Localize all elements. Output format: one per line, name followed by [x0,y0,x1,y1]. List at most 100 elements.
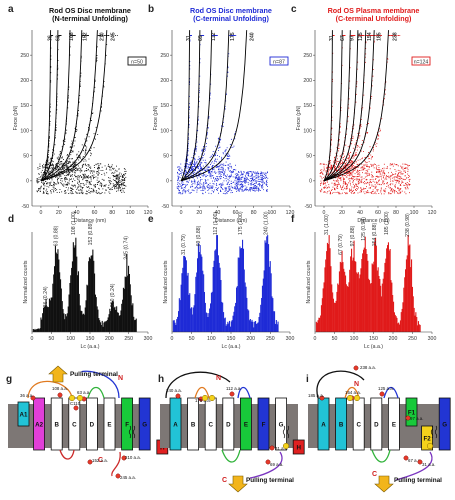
histogram-bar [71,267,73,332]
data-point [346,133,347,135]
data-point [216,158,218,160]
data-point [353,128,354,130]
data-point [245,178,247,180]
data-point [208,192,210,194]
data-point [227,165,229,166]
peak-label: 67 [340,35,346,41]
data-point [354,153,356,155]
histogram-bar [223,318,225,332]
aa-marker [269,445,275,451]
data-point [115,181,117,182]
data-point [227,182,229,184]
data-point [47,154,49,156]
data-point [256,187,258,189]
data-point [80,169,82,171]
data-point [200,187,202,189]
data-point [386,61,388,63]
data-point [96,55,98,56]
x-tick-label: 20 [196,210,202,216]
n-count: n=124 [414,60,429,66]
aa-label: 240 a.a. [166,388,182,393]
data-point [336,147,338,149]
data-point [120,189,121,191]
data-point [76,169,78,171]
data-point [228,177,230,179]
histogram-bar [189,293,191,332]
data-point [49,167,51,169]
helix-label: F2 [423,436,431,443]
data-point [353,187,355,189]
data-point [83,176,85,178]
data-point [357,176,358,177]
data-point [383,169,385,171]
data-point [61,160,63,162]
data-point [45,176,47,178]
histogram-bar [255,324,257,332]
data-point [262,175,264,177]
data-point [192,177,194,179]
data-point [71,170,72,172]
data-point [233,169,235,170]
data-point [74,163,76,165]
data-point [67,184,69,186]
data-point [97,168,99,169]
histogram-bar [378,276,380,332]
data-point [100,35,102,36]
data-point [400,176,402,178]
data-point [176,188,178,189]
data-point [53,190,54,192]
data-point [346,176,348,178]
data-point [342,162,344,163]
data-point [199,169,201,171]
data-point [363,168,365,170]
data-point [254,171,256,173]
data-point [96,182,98,183]
data-point [121,173,122,175]
data-point [202,190,204,191]
data-point [59,171,61,173]
data-point [229,189,231,190]
data-point [321,182,323,184]
data-point [55,183,56,185]
data-point [230,165,232,167]
data-point [123,175,125,176]
data-point [320,183,322,184]
histogram-bar [331,284,333,332]
data-point [108,180,110,182]
data-point [240,178,242,180]
data-point [239,179,241,181]
data-point [96,58,97,60]
pulling-label: Pulling terminal [394,477,442,484]
data-point [241,176,243,178]
data-point [251,176,253,178]
data-point [398,190,400,191]
data-point [188,166,190,168]
data-point [341,163,343,164]
data-point [405,182,407,184]
helix [239,397,252,451]
data-point [209,176,211,178]
data-point [218,192,219,194]
data-point [240,171,242,173]
data-point [69,46,71,48]
data-point [361,178,363,180]
data-point [351,157,353,159]
data-point [367,35,369,36]
data-point [344,167,346,169]
histogram-bar [403,287,405,332]
data-point [178,166,180,168]
histogram-bar [262,278,264,332]
data-point [65,172,67,174]
data-point [50,66,52,68]
data-point [213,35,215,36]
histogram-bar [90,255,92,332]
data-point [365,61,366,63]
data-point [211,168,213,170]
data-point [112,172,114,174]
histogram-bar [86,284,88,332]
data-point [71,174,73,175]
histogram-bar [88,261,90,332]
data-point [388,177,390,179]
data-point [246,189,248,191]
data-point [397,187,398,189]
